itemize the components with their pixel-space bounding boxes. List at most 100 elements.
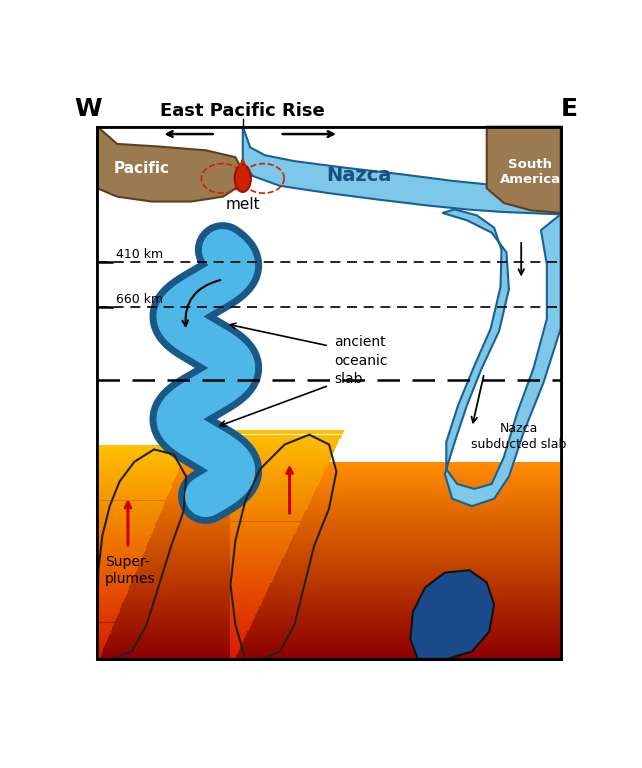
- Bar: [230, 604, 261, 606]
- Bar: [98, 597, 560, 598]
- Bar: [98, 652, 560, 654]
- Bar: [98, 594, 126, 597]
- Bar: [230, 581, 272, 584]
- Bar: [98, 584, 130, 586]
- Bar: [98, 593, 560, 594]
- Bar: [98, 490, 560, 492]
- Bar: [98, 550, 144, 552]
- Bar: [98, 569, 137, 571]
- Bar: [98, 468, 178, 471]
- Bar: [98, 445, 189, 447]
- Bar: [98, 513, 160, 515]
- Bar: [98, 525, 560, 526]
- Bar: [230, 622, 252, 624]
- Bar: [98, 558, 141, 561]
- Bar: [98, 653, 101, 654]
- Bar: [230, 496, 312, 498]
- Bar: [230, 620, 253, 622]
- Bar: [98, 578, 133, 580]
- Bar: [98, 498, 166, 501]
- Bar: [98, 564, 139, 567]
- Bar: [230, 444, 337, 446]
- Bar: [98, 650, 560, 652]
- Bar: [98, 580, 560, 581]
- Bar: [230, 460, 329, 462]
- Bar: [230, 468, 325, 471]
- Bar: [230, 584, 270, 586]
- Bar: [98, 567, 560, 568]
- Bar: [230, 647, 239, 650]
- Bar: [230, 482, 318, 485]
- Bar: [230, 462, 329, 464]
- Bar: [98, 617, 560, 620]
- Bar: [98, 597, 125, 599]
- Text: Super-
plumes: Super- plumes: [105, 554, 155, 586]
- Bar: [230, 449, 335, 451]
- Bar: [98, 586, 130, 588]
- Bar: [98, 466, 180, 468]
- Bar: [98, 611, 560, 613]
- Bar: [98, 610, 119, 612]
- Bar: [98, 631, 560, 633]
- Bar: [230, 435, 342, 437]
- Bar: [98, 470, 560, 472]
- Bar: [230, 627, 250, 629]
- Bar: [98, 542, 560, 544]
- Bar: [98, 548, 146, 550]
- Bar: [98, 552, 144, 554]
- Bar: [230, 538, 292, 540]
- Bar: [98, 575, 134, 578]
- Bar: [230, 588, 268, 590]
- Bar: [98, 447, 187, 449]
- Bar: [98, 654, 101, 657]
- Bar: [230, 480, 320, 482]
- Bar: [98, 465, 560, 467]
- Bar: [98, 467, 560, 468]
- Bar: [98, 562, 560, 564]
- Bar: [98, 522, 156, 524]
- Bar: [98, 460, 182, 462]
- Bar: [230, 574, 275, 577]
- Bar: [98, 591, 128, 593]
- Bar: [98, 496, 560, 498]
- Bar: [98, 600, 560, 601]
- Bar: [98, 505, 560, 506]
- Bar: [98, 633, 560, 634]
- Bar: [98, 601, 560, 603]
- Bar: [98, 574, 560, 575]
- Bar: [230, 473, 323, 475]
- Bar: [230, 508, 307, 510]
- Bar: [230, 521, 300, 524]
- Bar: [230, 492, 314, 494]
- Bar: [98, 603, 560, 604]
- Bar: [98, 490, 169, 492]
- Bar: [98, 629, 112, 631]
- Bar: [230, 629, 248, 631]
- Bar: [230, 556, 284, 558]
- Bar: [98, 657, 100, 659]
- Bar: [98, 539, 149, 541]
- Bar: [98, 513, 560, 515]
- Bar: [98, 472, 177, 475]
- Bar: [98, 515, 560, 516]
- Bar: [230, 517, 302, 519]
- Bar: [98, 561, 560, 562]
- Bar: [98, 631, 110, 633]
- Bar: [230, 601, 262, 604]
- Bar: [98, 635, 109, 637]
- Bar: [98, 646, 105, 648]
- Bar: [98, 505, 164, 507]
- Bar: [98, 598, 560, 600]
- Bar: [98, 502, 560, 503]
- Text: E: E: [561, 98, 578, 121]
- Bar: [98, 515, 159, 518]
- Polygon shape: [98, 127, 243, 201]
- Bar: [98, 538, 560, 539]
- Bar: [98, 488, 560, 490]
- Bar: [230, 631, 247, 634]
- Bar: [98, 520, 157, 522]
- Bar: [98, 511, 560, 513]
- Bar: [98, 455, 184, 458]
- Bar: [98, 637, 560, 639]
- Polygon shape: [243, 127, 560, 214]
